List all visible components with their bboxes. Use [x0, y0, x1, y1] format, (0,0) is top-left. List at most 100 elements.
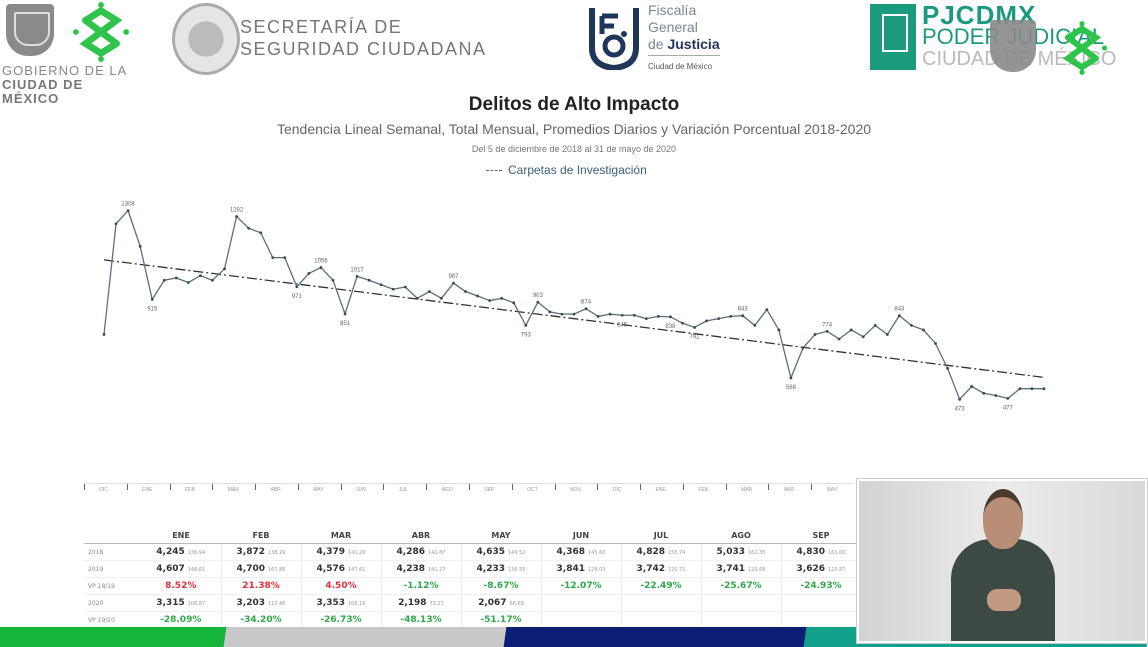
legend-label: Carpetas de Investigación [508, 163, 647, 177]
footer-bar-gray [223, 627, 517, 647]
x-axis-month-label: NOV [569, 487, 581, 493]
table-cell: 3,315 106.87 [141, 594, 222, 612]
x-axis-tick [255, 484, 257, 490]
data-label: 987 [448, 274, 459, 280]
data-point [982, 391, 986, 395]
table-cell: 4,576 147.61 [301, 560, 382, 578]
chart-subtitle: Tendencia Lineal Semanal, Total Mensual,… [276, 121, 872, 137]
data-point [114, 222, 118, 226]
data-point [343, 312, 347, 316]
data-point [126, 209, 130, 213]
data-point [861, 335, 865, 339]
data-point [765, 308, 769, 311]
data-label: 843 [894, 307, 905, 313]
x-axis-tick [169, 484, 171, 490]
data-point [681, 321, 684, 325]
data-point [319, 266, 323, 269]
data-label: 838 [665, 324, 676, 330]
data-point [548, 310, 552, 314]
data-point [584, 307, 588, 311]
table-column-header: ENE [141, 527, 221, 544]
data-point [994, 394, 998, 397]
data-point [403, 285, 407, 289]
data-point [174, 276, 178, 280]
data-point [789, 376, 793, 380]
chart-legend[interactable]: Carpetas de Investigación [486, 163, 647, 177]
table-column-header: MAR [301, 527, 381, 544]
x-axis-month-label: JUN [356, 487, 366, 493]
ssc-emblem-icon [172, 3, 240, 75]
data-point [777, 328, 781, 332]
table-cell: -48.13% [381, 611, 462, 629]
data-point [1042, 387, 1046, 391]
table-cell: -51.17% [461, 611, 542, 629]
data-point [729, 314, 733, 318]
data-point [379, 283, 383, 287]
data-label: 568 [786, 385, 797, 391]
data-point [162, 278, 166, 282]
table-cell: 4,828 155.74 [621, 543, 702, 561]
x-axis-month-label: JUL [398, 487, 408, 493]
cdmx-shield-icon [6, 4, 54, 56]
x-axis-month-label: ENE [655, 487, 666, 493]
data-point [391, 287, 395, 291]
logo-text-line: CIUDAD DE MÉXICO [2, 77, 84, 106]
logo-text-line: de Justicia [648, 36, 720, 53]
table-cell: 4,635 149.52 [461, 543, 542, 561]
table-cell: 3,353 108.16 [301, 594, 382, 612]
interpreter-hands [987, 589, 1021, 611]
row-label: 2020 [84, 594, 141, 612]
data-point [440, 296, 443, 300]
table-header-corner [84, 527, 141, 544]
x-axis-tick [340, 484, 342, 490]
table-column-header: ABR [381, 527, 461, 544]
x-axis-month-label: ENE [142, 487, 153, 493]
data-point [934, 342, 937, 345]
data-line [103, 209, 1044, 401]
data-point [452, 281, 455, 285]
interpreter-head [983, 489, 1023, 549]
data-point [1030, 387, 1034, 391]
sign-language-interpreter-video [857, 479, 1147, 643]
cdmx-shield-icon [990, 20, 1036, 72]
x-axis-month-label: MAY [826, 487, 838, 493]
table-cell [621, 594, 702, 612]
row-label: VP 18/19 [84, 577, 141, 595]
data-point [138, 244, 142, 248]
line-chart: 1308 915 1282 971 1056 851 1017 987 793 903 874 845… [102, 202, 1046, 412]
data-point [837, 337, 841, 341]
data-point [211, 278, 214, 282]
table-row: VP 18/19 8.52% 21.38% 4.50% -1.12% -8.67% -12.… [84, 577, 862, 595]
row-label: VP 19/20 [84, 611, 141, 629]
data-point [199, 274, 202, 278]
table-cell: 3,741 120.68 [701, 560, 782, 578]
x-axis-tick [469, 484, 470, 490]
data-point [307, 272, 311, 275]
x-axis-tick [725, 484, 727, 490]
cdmx-government-logo: GOBIERNO DE LA CIUDAD DE MÉXICO [0, 0, 132, 106]
trend-line [103, 259, 1045, 379]
data-point [1018, 387, 1022, 391]
table-cell: 3,203 110.45 [221, 594, 302, 612]
data-point [910, 324, 913, 327]
data-label: 791 [690, 334, 701, 340]
data-point [415, 296, 419, 300]
table-cell: -25.67% [701, 577, 782, 595]
table-cell [541, 594, 622, 612]
data-label: 477 [1003, 405, 1014, 411]
table-cell [781, 594, 862, 612]
data-point [367, 278, 371, 282]
data-point [693, 326, 696, 329]
data-point [958, 397, 962, 401]
data-point [1006, 397, 1010, 400]
data-label: 1282 [230, 207, 244, 213]
data-point [572, 312, 576, 316]
table-cell: 4.50% [301, 577, 382, 595]
x-axis-tick [383, 484, 385, 490]
data-point [897, 314, 901, 318]
fgj-logo-text: Fiscalía General de Justicia Ciudad de M… [648, 2, 720, 75]
logo-text-line: SECRETARÍA DE [240, 17, 403, 37]
data-point [705, 319, 708, 323]
x-axis-tick [212, 484, 214, 490]
cdmx-government-text: GOBIERNO DE LA CIUDAD DE MÉXICO [2, 64, 132, 106]
